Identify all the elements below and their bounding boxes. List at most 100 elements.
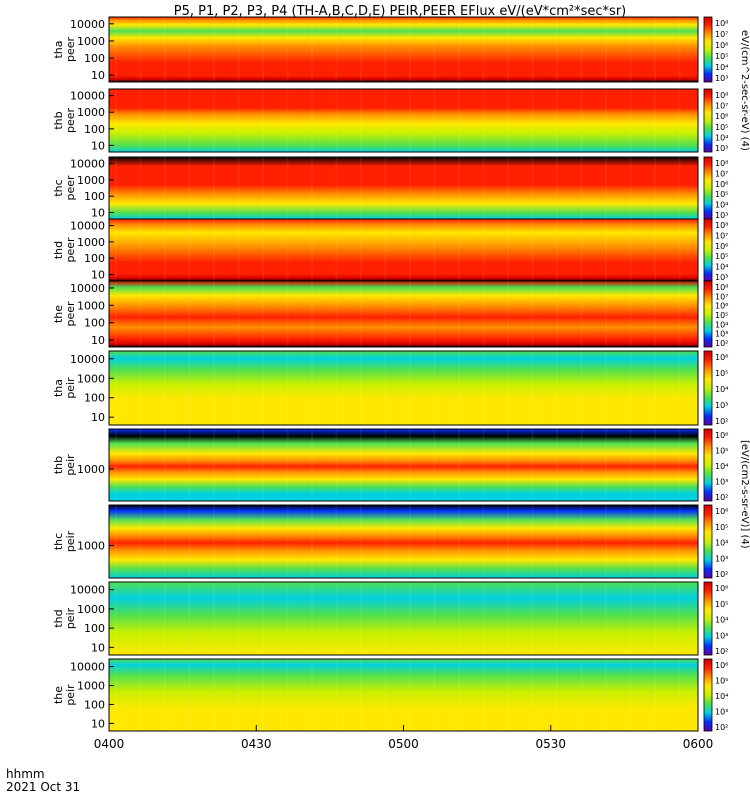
texture-stripe: [605, 219, 607, 281]
texture-stripe: [213, 219, 215, 281]
spectrogram-image: [109, 659, 698, 731]
texture-stripe: [507, 582, 509, 655]
ytick-label: 10: [91, 641, 105, 654]
texture-stripe: [335, 89, 338, 152]
colorbar-tick-label: 10⁸: [715, 221, 728, 230]
colorbar-tick-label: 10⁶: [715, 353, 728, 362]
texture-stripe: [286, 659, 289, 731]
ytick-label: 10000: [70, 282, 105, 295]
colorbar: [703, 350, 713, 426]
texture-stripe: [678, 351, 681, 425]
texture-stripe: [629, 17, 632, 82]
texture-stripe: [115, 351, 117, 425]
texture-stripe: [409, 659, 411, 731]
ytick-label: 1000: [77, 680, 105, 693]
ytick-label: 10: [91, 206, 105, 219]
texture-stripe: [556, 157, 558, 219]
colorbar: [703, 581, 713, 656]
texture-stripe: [580, 157, 583, 219]
texture-stripe: [556, 89, 558, 152]
texture-stripe: [262, 351, 264, 425]
texture-stripe: [213, 89, 215, 152]
texture-stripe: [164, 219, 166, 281]
texture-stripe: [580, 582, 583, 655]
texture-stripe: [654, 429, 656, 501]
texture-stripe: [629, 157, 632, 219]
colorbar-tick-label: 10⁴: [715, 692, 728, 701]
ytick-label: 10: [91, 334, 105, 347]
panel-ylabel: thapeir: [52, 377, 77, 399]
texture-stripe: [139, 89, 142, 152]
texture-stripe: [237, 659, 240, 731]
ytick-label: 1000: [77, 174, 105, 187]
texture-stripe: [286, 582, 289, 655]
texture-stripe: [384, 157, 387, 219]
spectrogram-panel-tha-peir: thapeir 10 100 1000 10000 10⁶ 10⁵ 10⁴ 10³ 10²: [52, 350, 728, 426]
colorbar-tick-label: 10⁶: [715, 180, 728, 189]
colorbar-tick-label: 10³: [715, 144, 728, 153]
texture-stripe: [531, 219, 534, 281]
texture-stripe: [286, 281, 289, 347]
texture-stripe: [164, 157, 166, 219]
texture-stripe: [237, 281, 240, 347]
texture-stripe: [311, 17, 313, 82]
texture-stripe: [164, 351, 166, 425]
xtick-label: 0400: [94, 737, 125, 751]
texture-stripe: [433, 281, 436, 347]
texture-stripe: [311, 659, 313, 731]
texture-stripe: [237, 219, 240, 281]
texture-stripe: [286, 429, 289, 501]
texture-stripe: [605, 17, 607, 82]
spectrogram-image: [109, 429, 698, 501]
colorbar-tick-label: 10⁸: [715, 283, 728, 292]
ytick-label: 100: [84, 392, 105, 405]
texture-stripe: [409, 219, 411, 281]
texture-stripe: [139, 582, 142, 655]
texture-stripe: [311, 582, 313, 655]
texture-stripe: [507, 505, 509, 578]
texture-stripe: [580, 89, 583, 152]
texture-stripe: [115, 281, 117, 347]
texture-stripe: [360, 157, 362, 219]
colorbar-tick-label: 10⁴: [715, 263, 728, 272]
colorbar-tick-label: 10³: [715, 631, 728, 640]
texture-stripe: [409, 582, 411, 655]
texture-stripe: [188, 219, 191, 281]
texture-stripe: [335, 429, 338, 501]
texture-stripe: [678, 157, 681, 219]
texture-stripe: [237, 582, 240, 655]
colorbar-tick-label: 10⁵: [715, 447, 728, 456]
colorbar-tick-label: 10⁷: [715, 30, 728, 39]
panel-frame: [108, 16, 699, 83]
spectrogram-panel-thb-peir: thbpeir 1000 10⁶ 10⁵ 10⁴ 10³ 10²: [52, 428, 728, 502]
texture-stripe: [605, 89, 607, 152]
colorbar-tick-label: 10⁸: [715, 19, 728, 28]
texture-stripe: [433, 89, 436, 152]
texture-stripe: [556, 505, 558, 578]
texture-stripe: [654, 351, 656, 425]
colorbar-tick-label: 10⁷: [715, 231, 728, 240]
texture-stripe: [262, 219, 264, 281]
ytick-label: 100: [84, 252, 105, 265]
texture-stripe: [262, 17, 264, 82]
colorbar-tick-label: 10²: [715, 339, 728, 348]
texture-stripe: [213, 429, 215, 501]
ytick-label: 10000: [70, 661, 105, 674]
time-axis-label: hhmm: [6, 767, 45, 781]
colorbar-tick-label: 10⁴: [715, 539, 728, 548]
texture-stripe: [507, 17, 509, 82]
texture-stripe: [556, 429, 558, 501]
texture-stripe: [458, 219, 460, 281]
colorbar-tick-label: 10⁷: [715, 102, 728, 111]
texture-stripe: [311, 157, 313, 219]
colorbar-unit-label-top: eV/(cm^2-sec-sr-eV) (4): [739, 30, 750, 151]
texture-stripe: [580, 281, 583, 347]
texture-stripe: [384, 89, 387, 152]
texture-stripe: [262, 281, 264, 347]
texture-stripe: [262, 505, 264, 578]
texture-stripe: [433, 659, 436, 731]
texture-stripe: [507, 281, 509, 347]
texture-stripe: [188, 351, 191, 425]
texture-stripe: [605, 659, 607, 731]
texture-stripe: [237, 17, 240, 82]
